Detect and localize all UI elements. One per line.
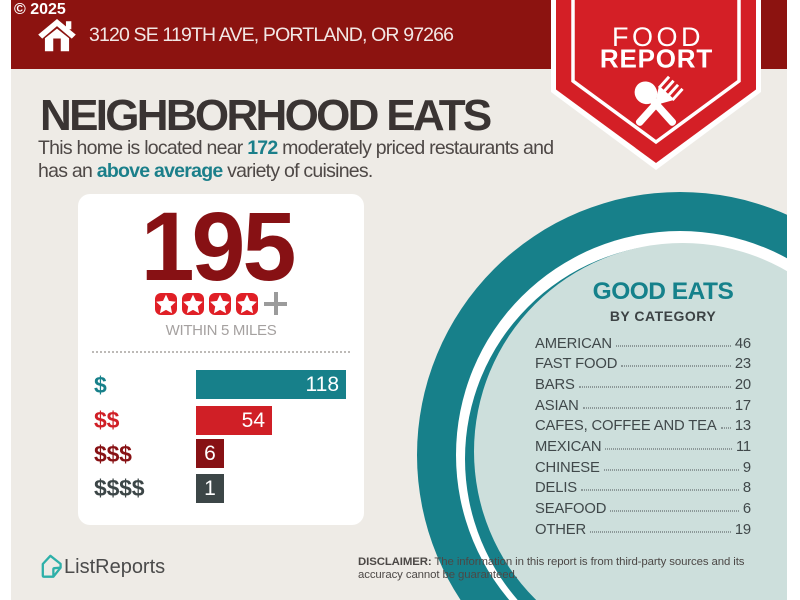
svg-text:FOOD: FOOD — [612, 22, 704, 52]
svg-text:REPORT: REPORT — [600, 44, 713, 74]
